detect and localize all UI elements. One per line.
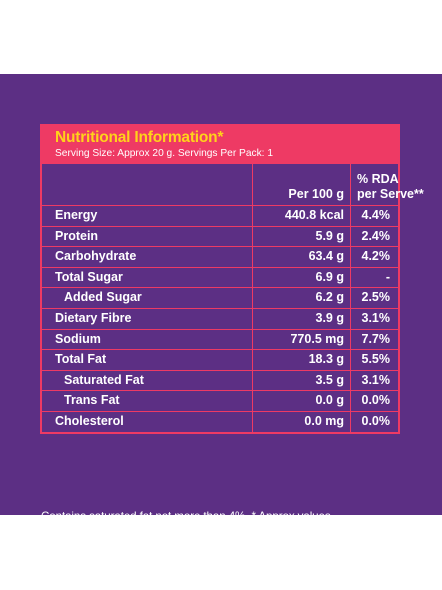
header-rda-line2: per Serve** (357, 187, 424, 201)
rda-value: 7.7% (350, 328, 398, 351)
rda-value: 0.0% (350, 410, 398, 432)
nutrient-name: Sodium (42, 328, 253, 351)
per-100g-value: 0.0 mg (252, 410, 351, 432)
rda-value: 4.2% (350, 246, 398, 268)
table-row: Saturated Fat 3.5 g 3.1% (42, 369, 398, 392)
nutrient-name: Energy (42, 205, 253, 227)
table-header-row: Per 100 g % RDA per Serve** (42, 164, 424, 206)
footnote-1: Contains saturated fat not more than 4%.… (41, 510, 334, 523)
rda-value: 5.5% (350, 349, 398, 371)
nutrition-table: Per 100 g % RDA per Serve** Energy 440.8 … (42, 164, 424, 432)
rda-value: - (350, 266, 398, 289)
table-row: Sodium 770.5 mg 7.7% (42, 328, 398, 351)
per-100g-value: 3.9 g (252, 307, 351, 330)
table-row: Total Sugar 6.9 g- (42, 266, 398, 289)
label-header: Nutritional Information* Serving Size: A… (42, 126, 398, 164)
header-per-100g: Per 100 g (252, 164, 351, 206)
per-100g-value: 6.9 g (252, 266, 351, 289)
rda-value: 3.1% (350, 369, 398, 392)
nutrient-name: Protein (42, 225, 253, 248)
nutrient-name: Added Sugar (42, 287, 253, 309)
per-100g-value: 3.5 g (252, 369, 351, 392)
table-row: Carbohydrate 63.4 g 4.2% (42, 246, 398, 268)
rda-value: 2.5% (350, 287, 398, 309)
per-100g-value: 770.5 mg (252, 328, 351, 351)
table-row: Trans Fat 0.0 g 0.0% (42, 390, 398, 412)
table-row: Total Fat 18.3 g 5.5% (42, 349, 398, 371)
label-title: Nutritional Information* (55, 129, 224, 146)
per-100g-value: 6.2 g (252, 287, 351, 309)
table-row: Energy 440.8 kcal 4.4% (42, 205, 398, 227)
per-100g-value: 440.8 kcal (252, 205, 351, 227)
rda-value: 2.4% (350, 225, 398, 248)
header-rda: % RDA per Serve** (350, 164, 424, 206)
nutrient-name: Dietary Fibre (42, 307, 253, 330)
nutrient-name: Carbohydrate (42, 246, 253, 268)
per-100g-value: 63.4 g (252, 246, 351, 268)
per-100g-value: 18.3 g (252, 349, 351, 371)
nutrient-name: Cholesterol (42, 410, 253, 432)
serving-info: Serving Size: Approx 20 g. Servings Per … (55, 148, 274, 159)
footnotes: Contains saturated fat not more than 4%.… (41, 508, 431, 542)
header-nutrient (42, 164, 253, 206)
table-row: Protein 5.9 g 2.4% (42, 225, 398, 248)
table-row: Added Sugar 6.2 g 2.5% (42, 287, 398, 309)
footnote-2: **Reference intake for an adult as per I… (41, 527, 321, 540)
rda-value: 4.4% (350, 205, 398, 227)
nutrient-name: Trans Fat (42, 390, 253, 412)
table-row: Dietary Fibre 3.9 g 3.1% (42, 307, 398, 330)
nutrient-name: Saturated Fat (42, 369, 253, 392)
per-100g-value: 0.0 g (252, 390, 351, 412)
table-row: Cholesterol 0.0 mg 0.0% (42, 410, 398, 432)
rda-value: 3.1% (350, 307, 398, 330)
rda-value: 0.0% (350, 390, 398, 412)
header-rda-line1: % RDA (357, 172, 399, 186)
product-panel: Nutritional Information* Serving Size: A… (0, 74, 442, 540)
nutrient-name: Total Sugar (42, 266, 253, 289)
nutrient-name: Total Fat (42, 349, 253, 371)
per-100g-value: 5.9 g (252, 225, 351, 248)
nutrition-label: Nutritional Information* Serving Size: A… (40, 124, 424, 434)
